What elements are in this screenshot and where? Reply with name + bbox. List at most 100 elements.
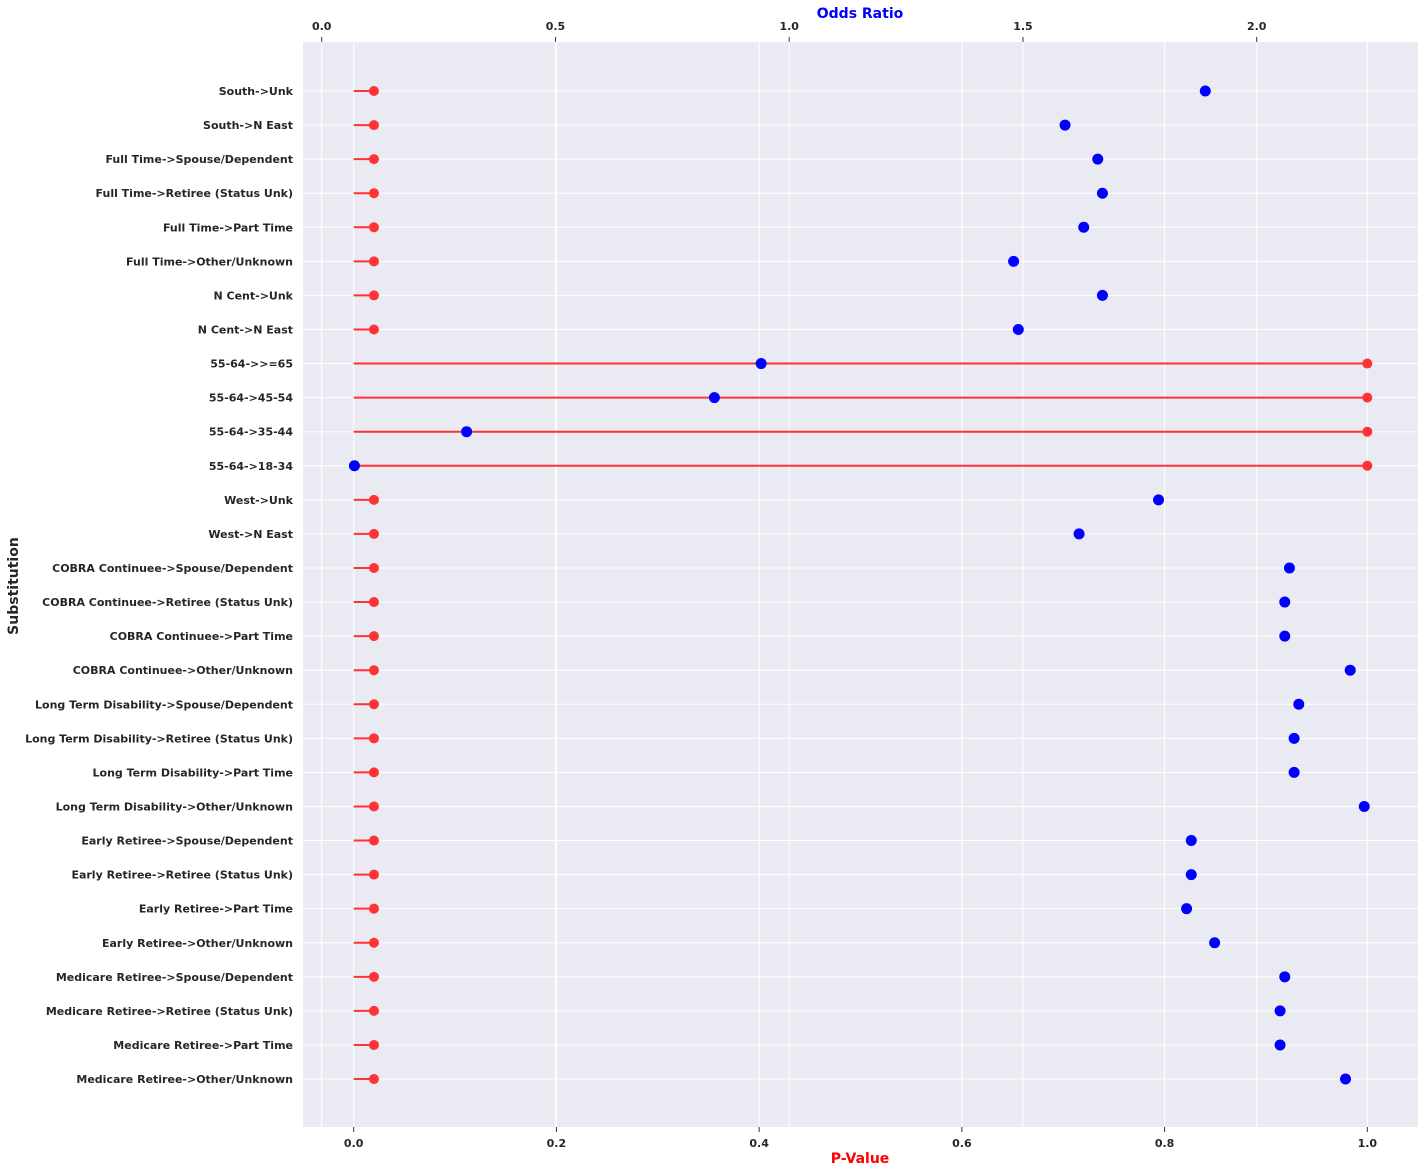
x-tick-label-top: 0.5	[546, 20, 566, 33]
y-tick-label: 55-64->18-34	[209, 460, 293, 473]
pvalue-point	[368, 937, 379, 948]
y-tick-label: COBRA Continuee->Other/Unknown	[73, 664, 293, 677]
x-tick-label-bottom: 1.0	[1358, 1137, 1378, 1150]
odds-ratio-point	[1059, 119, 1071, 131]
odds-ratio-point	[1185, 835, 1197, 847]
x-axis-top-label: Odds Ratio	[817, 6, 904, 22]
pvalue-point	[368, 1074, 379, 1085]
odds-ratio-point	[1008, 255, 1020, 267]
y-tick-label: COBRA Continuee->Retiree (Status Unk)	[42, 596, 293, 609]
odds-ratio-point	[461, 426, 473, 438]
odds-ratio-point	[1181, 903, 1193, 915]
odds-ratio-point	[1279, 596, 1291, 608]
pvalue-point	[1362, 392, 1373, 403]
odds-ratio-point	[1274, 1005, 1286, 1017]
pvalue-point	[368, 699, 379, 710]
plot-background	[303, 42, 1418, 1127]
odds-ratio-point	[1199, 85, 1211, 97]
pvalue-point	[368, 1039, 379, 1050]
pvalue-point	[368, 528, 379, 539]
odds-ratio-point	[1092, 153, 1104, 165]
pvalue-point	[368, 120, 379, 131]
y-tick-label: West->Unk	[224, 494, 294, 507]
y-axis-label: Substitution	[6, 537, 22, 635]
x-tick-label-top: 1.0	[779, 20, 799, 33]
pvalue-point	[368, 835, 379, 846]
odds-ratio-point	[1096, 187, 1108, 199]
y-tick-label: Long Term Disability->Spouse/Dependent	[35, 698, 293, 711]
x-tick-label-bottom: 0.2	[547, 1137, 567, 1150]
y-tick-label: Full Time->Retiree (Status Unk)	[96, 187, 293, 200]
pvalue-point	[368, 290, 379, 301]
odds-ratio-point	[1096, 289, 1108, 301]
pvalue-point	[368, 1005, 379, 1016]
y-tick-label: Full Time->Other/Unknown	[126, 255, 293, 268]
x-axis-bottom-label: P-Value	[831, 1151, 890, 1167]
y-tick-label: Medicare Retiree->Spouse/Dependent	[56, 971, 293, 984]
y-tick-label: Early Retiree->Spouse/Dependent	[81, 835, 293, 848]
pvalue-point	[1362, 460, 1373, 471]
odds-ratio-point	[1288, 732, 1300, 744]
odds-ratio-point	[1340, 1073, 1352, 1085]
y-tick-label: South->Unk	[219, 85, 294, 98]
axis-layer: 0.0 0.2 0.4 0.6 0.8 1.0 0.0 0.5 1.0 1.5 2.0 South->…	[25, 20, 1377, 1150]
x-tick-label-bottom: 0.8	[1155, 1137, 1175, 1150]
pvalue-point	[368, 733, 379, 744]
pvalue-point	[368, 971, 379, 982]
y-tick-label: Early Retiree->Other/Unknown	[102, 937, 293, 950]
pvalue-point	[368, 188, 379, 199]
odds-ratio-point	[755, 358, 767, 370]
x-tick-label-bottom: 0.6	[952, 1137, 972, 1150]
pvalue-point	[368, 665, 379, 676]
x-tick-label-top: 2.0	[1247, 20, 1267, 33]
pvalue-point	[368, 256, 379, 267]
pvalue-point	[368, 631, 379, 642]
x-tick-label-bottom: 0.4	[749, 1137, 769, 1150]
odds-ratio-point	[1274, 1039, 1286, 1051]
pvalue-point	[368, 597, 379, 608]
pvalue-point	[368, 903, 379, 914]
pvalue-point	[368, 86, 379, 96]
odds-ratio-point	[1293, 698, 1305, 710]
pvalue-point	[368, 562, 379, 573]
odds-ratio-point	[1288, 766, 1300, 778]
mark-layer	[348, 85, 1373, 1085]
odds-ratio-point	[1153, 494, 1165, 506]
pvalue-point	[368, 222, 379, 233]
y-tick-label: 55-64->>=65	[210, 358, 293, 371]
y-tick-label: COBRA Continuee->Spouse/Dependent	[52, 562, 293, 575]
y-tick-label: Full Time->Part Time	[163, 221, 293, 234]
pvalue-point	[1362, 426, 1373, 437]
x-tick-label-bottom: 0.0	[344, 1137, 364, 1150]
y-tick-label: West->N East	[208, 528, 293, 541]
y-tick-label: South->N East	[203, 119, 293, 132]
odds-ratio-point	[1279, 630, 1291, 642]
pvalue-point	[368, 154, 379, 165]
y-tick-label: Full Time->Spouse/Dependent	[105, 153, 293, 166]
odds-ratio-point	[1078, 221, 1090, 233]
x-tick-label-top: 1.5	[1013, 20, 1033, 33]
odds-ratio-point	[1185, 869, 1197, 881]
odds-ratio-point	[1012, 323, 1024, 335]
odds-ratio-point	[1283, 562, 1295, 574]
odds-ratio-point	[1073, 528, 1085, 540]
y-tick-label: COBRA Continuee->Part Time	[110, 630, 293, 643]
y-tick-label: Long Term Disability->Part Time	[93, 766, 294, 779]
y-tick-label: Early Retiree->Retiree (Status Unk)	[71, 869, 293, 882]
y-tick-label: Medicare Retiree->Retiree (Status Unk)	[46, 1005, 293, 1018]
odds-ratio-point	[1279, 971, 1291, 983]
y-tick-label: Long Term Disability->Retiree (Status Un…	[25, 732, 293, 745]
pvalue-point	[1362, 358, 1373, 369]
y-tick-label: 55-64->35-44	[209, 426, 293, 439]
odds-ratio-point	[1358, 800, 1370, 812]
pvalue-point	[368, 494, 379, 505]
pvalue-point	[368, 801, 379, 812]
odds-ratio-point	[348, 460, 360, 472]
odds-ratio-point	[1344, 664, 1356, 676]
odds-ratio-point	[1209, 937, 1221, 949]
y-tick-label: Early Retiree->Part Time	[139, 903, 293, 916]
y-tick-label: Medicare Retiree->Part Time	[113, 1039, 293, 1052]
y-tick-label: N Cent->N East	[198, 323, 293, 336]
